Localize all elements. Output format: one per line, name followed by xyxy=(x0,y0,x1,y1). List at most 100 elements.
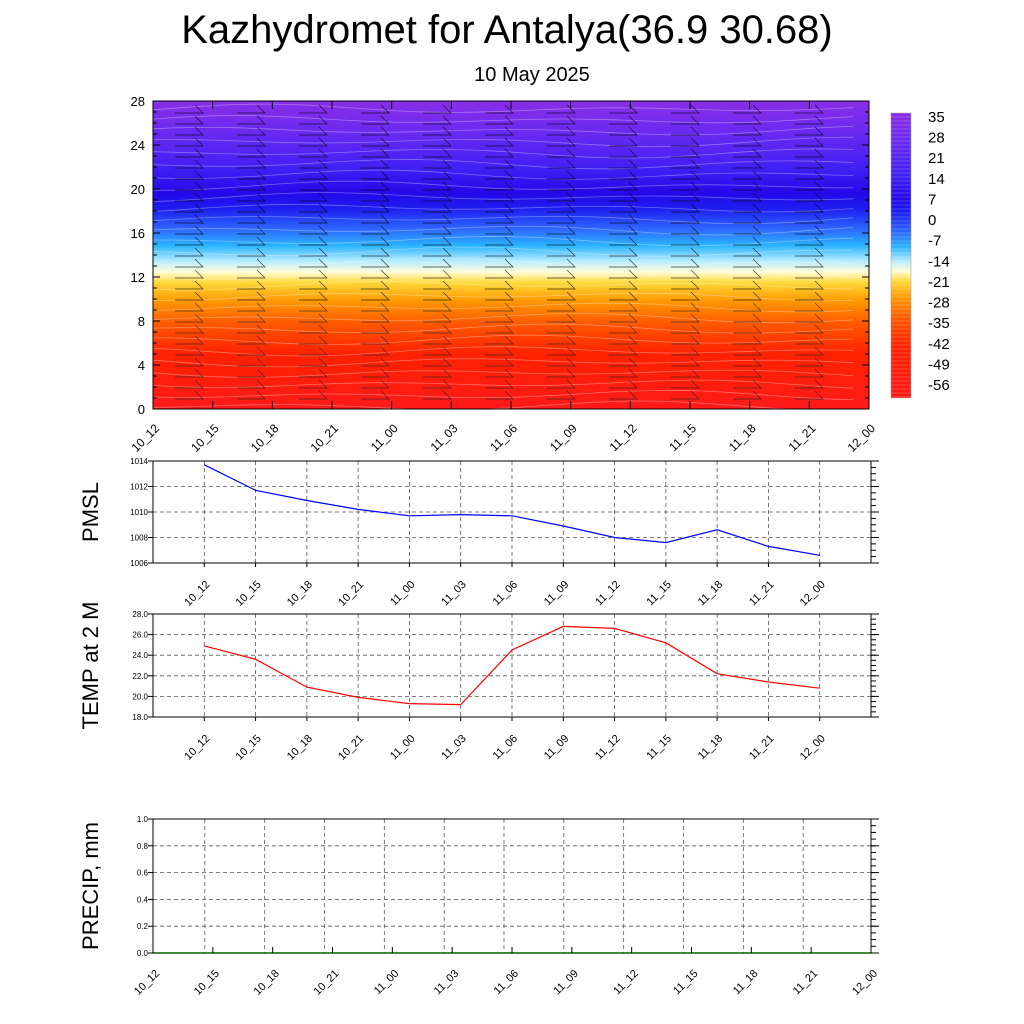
wind-barb xyxy=(671,357,700,367)
y-tick-label: 8 xyxy=(138,314,145,329)
x-tick-label: 11_09 xyxy=(551,968,581,998)
colorbar-label: 0 xyxy=(928,212,936,229)
wind-barb xyxy=(423,324,452,334)
wind-barb xyxy=(485,379,514,389)
wind-barb xyxy=(795,104,824,114)
wind-barb xyxy=(175,236,204,246)
x-tick-label: 11_15 xyxy=(644,579,674,609)
wind-barb xyxy=(175,324,204,334)
x-tick-label: 10_21 xyxy=(308,421,342,455)
y-tick-label: 20.0 xyxy=(132,692,148,701)
wind-barb xyxy=(671,269,700,279)
x-tick-label: 11_09 xyxy=(542,579,572,609)
colorbar-label: -7 xyxy=(928,233,941,250)
y-tick-label: 0.6 xyxy=(137,869,149,878)
wind-barb xyxy=(423,214,452,224)
x-tick-label: 10_18 xyxy=(285,579,315,609)
wind-barb xyxy=(485,291,514,301)
wind-barb xyxy=(175,335,204,345)
wind-barb xyxy=(299,137,328,147)
temp-2m-panel: 18.0 20.0 22.0 24.0 26.0 28.0 TEMP at 2 M 10_12… xyxy=(78,602,879,763)
contour-line xyxy=(152,215,854,224)
wind-barb xyxy=(299,280,328,290)
wind-barb xyxy=(237,137,266,147)
wind-barb xyxy=(671,390,700,400)
contour-line xyxy=(152,136,854,148)
wind-barb xyxy=(299,170,328,180)
wind-barb xyxy=(361,104,390,114)
wind-barb xyxy=(175,291,204,301)
x-tick-label: 11_00 xyxy=(372,968,402,998)
wind-barb xyxy=(175,258,204,268)
wind-barb xyxy=(237,357,266,367)
wind-barb xyxy=(547,346,576,356)
wind-barb xyxy=(609,302,638,312)
wind-barb xyxy=(609,291,638,301)
wind-barb xyxy=(671,137,700,147)
wind-barb xyxy=(299,269,328,279)
wind-barb xyxy=(237,225,266,235)
wind-barb xyxy=(609,203,638,213)
wind-barb xyxy=(423,181,452,191)
wind-barb xyxy=(175,280,204,290)
wind-barb xyxy=(485,181,514,191)
wind-barb xyxy=(237,368,266,378)
x-tick-label: 11_18 xyxy=(696,733,726,763)
wind-barb xyxy=(671,214,700,224)
wind-barb xyxy=(299,346,328,356)
y-tick-label: 0 xyxy=(138,402,145,417)
y-tick-label: 24.0 xyxy=(132,651,148,660)
x-tick-label: 11_03 xyxy=(439,733,469,763)
wind-barb xyxy=(299,148,328,158)
wind-barb xyxy=(547,126,576,136)
contour-line xyxy=(152,169,854,180)
wind-barb xyxy=(237,115,266,125)
wind-barb xyxy=(547,269,576,279)
wind-barb xyxy=(299,379,328,389)
wind-barb xyxy=(733,324,762,334)
wind-barb xyxy=(795,335,824,345)
wind-barb xyxy=(361,225,390,235)
colorbar-label: 21 xyxy=(928,150,945,167)
contour-line xyxy=(152,346,854,357)
wind-barb xyxy=(237,214,266,224)
wind-barb xyxy=(175,181,204,191)
wind-barb xyxy=(795,357,824,367)
wind-barb xyxy=(423,335,452,345)
wind-barb xyxy=(299,181,328,191)
wind-barb xyxy=(485,104,514,114)
wind-barb xyxy=(795,115,824,125)
contour-line xyxy=(152,159,854,170)
x-tick-label: 10_12 xyxy=(132,968,162,998)
wind-barb xyxy=(795,390,824,400)
wind-barb xyxy=(361,390,390,400)
wind-barb xyxy=(175,115,204,125)
contour-line xyxy=(152,103,854,113)
wind-barb xyxy=(237,258,266,268)
wind-barb xyxy=(547,137,576,147)
wind-barb xyxy=(175,379,204,389)
wind-barb xyxy=(733,269,762,279)
wind-barb xyxy=(733,357,762,367)
wind-barb xyxy=(485,247,514,257)
y-tick-label: 18.0 xyxy=(132,713,148,722)
wind-barb xyxy=(733,280,762,290)
wind-barb xyxy=(671,148,700,158)
wind-barb xyxy=(175,192,204,202)
x-tick-label: 11_03 xyxy=(439,579,469,609)
wind-barb xyxy=(609,115,638,125)
wind-barb xyxy=(671,346,700,356)
wind-barb xyxy=(733,313,762,323)
wind-barb xyxy=(485,324,514,334)
wind-barb xyxy=(299,258,328,268)
wind-barb xyxy=(795,302,824,312)
wind-barb xyxy=(671,159,700,169)
wind-barb xyxy=(609,225,638,235)
wind-barb xyxy=(671,170,700,180)
wind-barb xyxy=(609,390,638,400)
wind-barb xyxy=(733,137,762,147)
wind-barb xyxy=(175,148,204,158)
colorbar-label: 28 xyxy=(928,130,945,147)
y-tick-label: 20 xyxy=(131,182,145,197)
wind-barb xyxy=(671,192,700,202)
